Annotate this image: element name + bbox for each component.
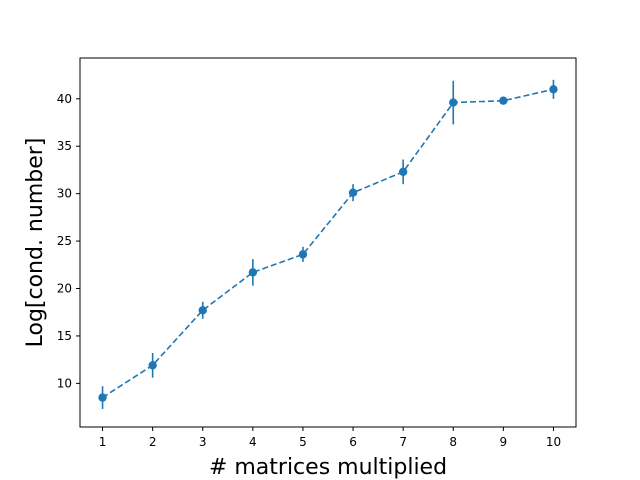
- data-point: [198, 306, 207, 315]
- x-tick-label: 3: [199, 435, 207, 449]
- x-tick-label: 6: [349, 435, 357, 449]
- x-tick-label: 4: [249, 435, 257, 449]
- data-point: [398, 167, 408, 177]
- x-axis-ticks: 1 2 3 4 5 6 7 8 9 10: [99, 427, 561, 449]
- x-tick-label: 9: [500, 435, 508, 449]
- x-tick-label: 1: [99, 435, 107, 449]
- y-tick-label: 10: [57, 376, 72, 390]
- data-point: [449, 98, 458, 107]
- data-point: [348, 188, 358, 197]
- plot-frame: [79, 57, 577, 428]
- data-point: [499, 96, 508, 105]
- y-axis-label: Log[cond. number]: [23, 138, 48, 348]
- x-tick-label: 7: [399, 435, 407, 449]
- x-tick-label: 8: [449, 435, 457, 449]
- data-point: [148, 361, 157, 370]
- y-axis-ticks: 10 15 20 25 30 35 40: [57, 92, 80, 390]
- plot-series: [98, 79, 558, 409]
- y-tick-label: 35: [57, 139, 72, 153]
- y-tick-label: 40: [57, 92, 72, 106]
- data-point: [549, 85, 558, 94]
- x-tick-label: 5: [299, 435, 307, 449]
- x-tick-label: 10: [546, 435, 561, 449]
- series-line: [102, 88, 554, 399]
- data-point: [98, 393, 107, 402]
- x-axis-label: # matrices multiplied: [209, 455, 447, 480]
- y-tick-label: 20: [57, 282, 72, 296]
- data-point: [298, 250, 308, 259]
- x-tick-label: 2: [149, 435, 157, 449]
- y-tick-label: 30: [57, 187, 72, 201]
- y-tick-label: 25: [57, 234, 72, 248]
- data-point: [248, 268, 258, 277]
- y-tick-label: 15: [57, 329, 72, 343]
